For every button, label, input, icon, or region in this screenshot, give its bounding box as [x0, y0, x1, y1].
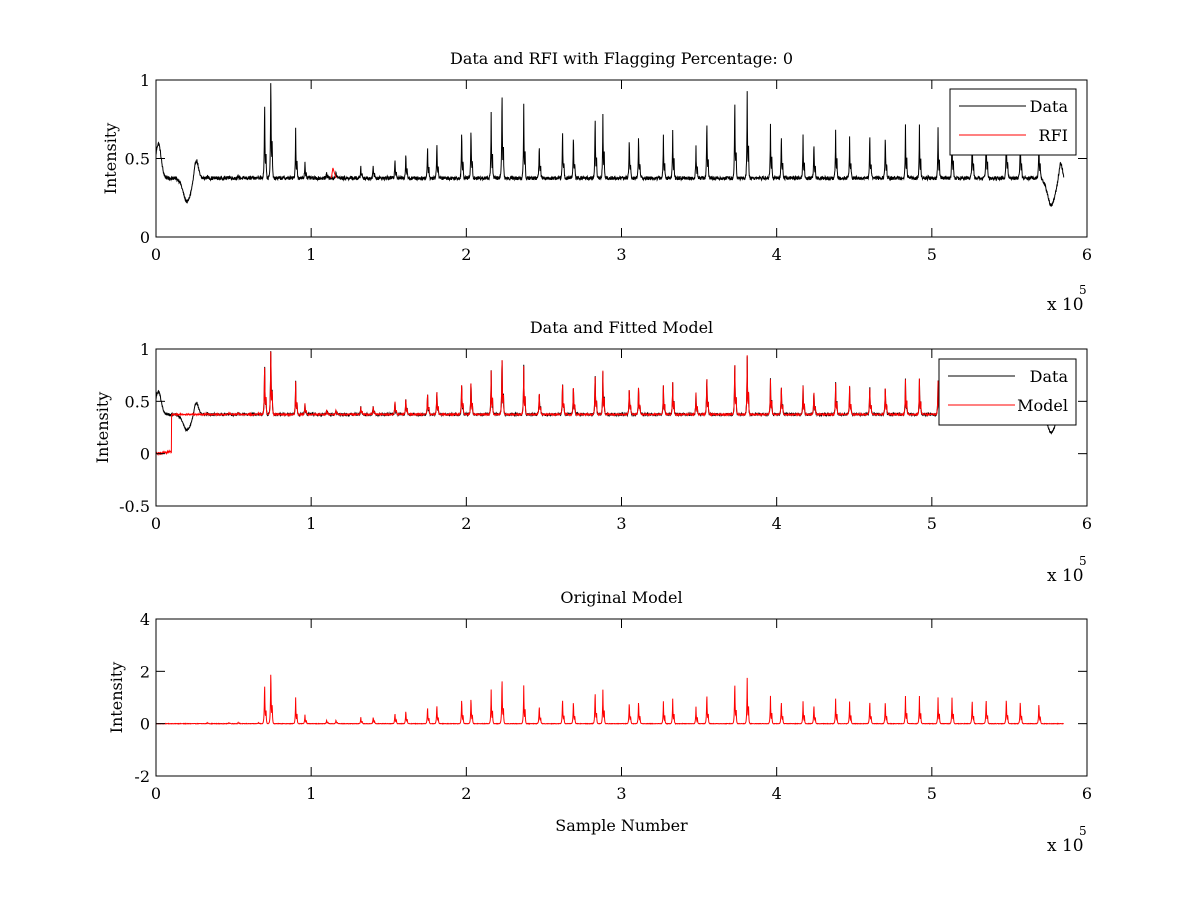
x-tick-label: 6 [1082, 784, 1092, 803]
x-tick-label: 3 [616, 514, 626, 533]
x-tick-label: 1 [306, 514, 316, 533]
x-tick-label: 4 [772, 245, 782, 264]
plot-area [156, 351, 1065, 457]
y-axis-label: Intensity [101, 123, 120, 195]
x-tick-label: 1 [306, 245, 316, 264]
x-tick-label: 4 [772, 784, 782, 803]
x-tick-label: 2 [461, 784, 471, 803]
x-tick-label: 2 [461, 245, 471, 264]
x-multiplier-exponent: 5 [1079, 283, 1087, 297]
plot-area [156, 674, 1065, 726]
series-line-rfi [330, 167, 337, 179]
chart-title: Data and Fitted Model [530, 318, 713, 337]
x-multiplier-exponent: 5 [1079, 824, 1087, 838]
x-tick-label: 1 [306, 784, 316, 803]
chart-title: Data and RFI with Flagging Percentage: 0 [450, 49, 793, 68]
legend-label: Model [1017, 396, 1068, 415]
y-tick-label: 0.5 [125, 392, 150, 411]
legend-box [949, 88, 1077, 156]
x-tick-label: 3 [616, 245, 626, 264]
x-tick-label: 5 [927, 245, 937, 264]
y-axis-label: Intensity [93, 392, 112, 464]
x-tick-label: 0 [151, 245, 161, 264]
y-tick-label: -0.5 [119, 497, 150, 516]
legend-label: Data [1030, 367, 1069, 386]
legend: Data RFI [949, 88, 1077, 156]
legend-label: Data [1030, 97, 1069, 116]
chart-title: Original Model [560, 588, 682, 607]
subplot-1: 0 1 2 3 4 5 6 0 0.5 1 Data and RFI with Flagging P… [101, 49, 1092, 315]
y-tick-label: -2 [134, 767, 150, 786]
y-axis-label: Intensity [107, 662, 126, 734]
legend: Data Model [938, 358, 1077, 426]
series-line-model [156, 351, 1065, 457]
x-tick-label: 6 [1082, 514, 1092, 533]
y-tick-label: 0 [140, 715, 150, 734]
y-tick-label: 1 [140, 340, 150, 359]
y-tick-label: 1 [140, 71, 150, 90]
x-tick-label: 6 [1082, 245, 1092, 264]
x-multiplier: x 10 [1047, 836, 1084, 856]
y-tick-label: 0.5 [125, 150, 150, 169]
y-tick-label: 2 [140, 662, 150, 681]
x-tick-label: 2 [461, 514, 471, 533]
series-line-data [156, 83, 1065, 207]
series-line-model [156, 674, 1065, 726]
x-multiplier: x 10 [1047, 295, 1084, 315]
x-axis-label: Sample Number [555, 816, 688, 835]
y-tick-label: 4 [140, 610, 150, 629]
x-multiplier: x 10 [1047, 566, 1084, 586]
plot-area [156, 83, 1065, 207]
x-tick-label: 5 [927, 784, 937, 803]
y-tick-label: 0 [140, 445, 150, 464]
x-tick-label: 0 [151, 514, 161, 533]
x-tick-label: 0 [151, 784, 161, 803]
x-tick-label: 5 [927, 514, 937, 533]
legend-label: RFI [1039, 126, 1068, 145]
x-tick-label: 4 [772, 514, 782, 533]
x-tick-label: 3 [616, 784, 626, 803]
y-tick-label: 0 [140, 228, 150, 247]
x-multiplier-exponent: 5 [1079, 554, 1087, 568]
legend-box [938, 358, 1077, 426]
